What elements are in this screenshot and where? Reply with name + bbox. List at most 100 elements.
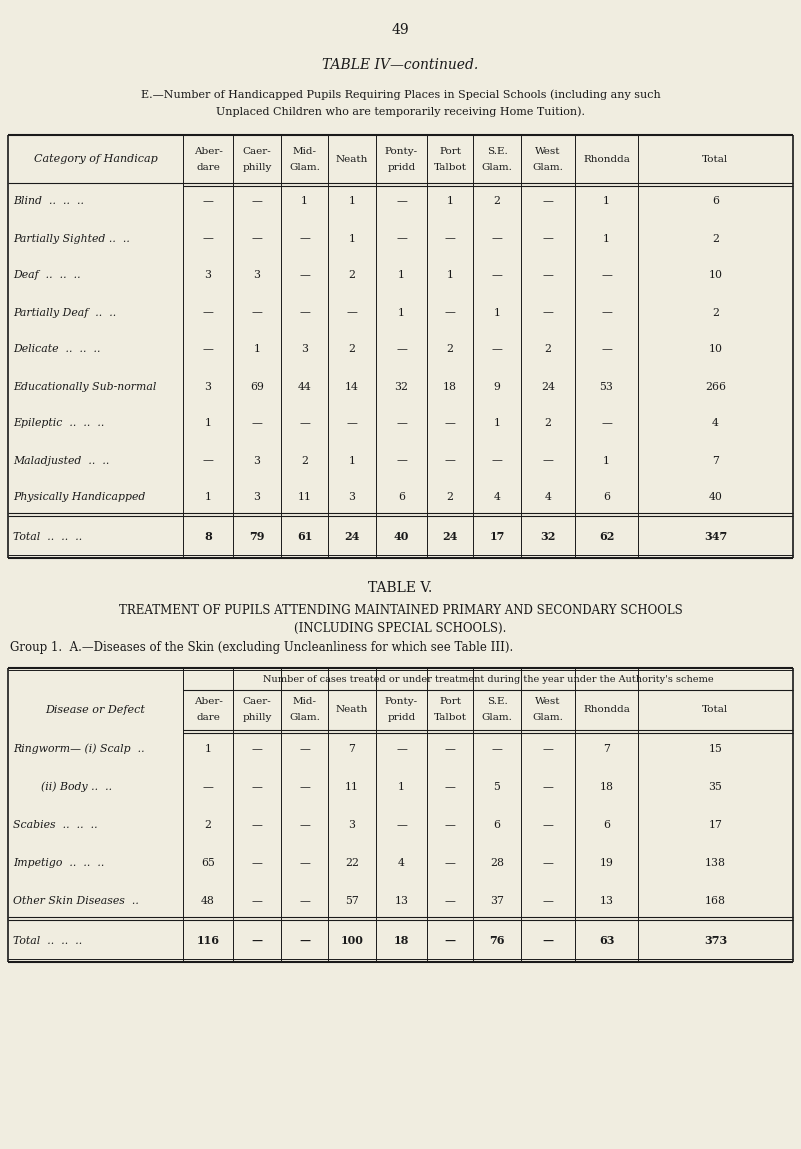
Text: Deaf  ..  ..  ..: Deaf .. .. .. — [13, 270, 81, 280]
Text: —: — — [445, 782, 456, 792]
Text: Blind  ..  ..  ..: Blind .. .. .. — [13, 196, 84, 207]
Text: 1: 1 — [493, 308, 501, 317]
Text: 18: 18 — [394, 935, 409, 947]
Text: 4: 4 — [545, 493, 551, 502]
Text: —: — — [542, 820, 553, 830]
Text: 6: 6 — [398, 493, 405, 502]
Text: 347: 347 — [704, 532, 727, 542]
Text: 3: 3 — [253, 455, 260, 465]
Text: 6: 6 — [712, 196, 719, 207]
Text: 13: 13 — [395, 896, 409, 907]
Text: 1: 1 — [603, 455, 610, 465]
Text: Glam.: Glam. — [289, 714, 320, 723]
Text: —: — — [252, 896, 263, 907]
Text: —: — — [299, 418, 310, 429]
Text: Ringworm— (i) Scalp  ..: Ringworm— (i) Scalp .. — [13, 743, 145, 754]
Text: 2: 2 — [446, 345, 453, 355]
Text: —: — — [445, 858, 456, 867]
Text: 1: 1 — [603, 233, 610, 244]
Text: —: — — [445, 418, 456, 429]
Text: Neath: Neath — [336, 705, 368, 715]
Text: Glam.: Glam. — [481, 162, 513, 171]
Text: 5: 5 — [493, 782, 501, 792]
Text: 1: 1 — [204, 418, 211, 429]
Text: 8: 8 — [204, 532, 212, 542]
Text: Mid-: Mid- — [292, 697, 316, 707]
Text: —: — — [203, 308, 213, 317]
Text: 4: 4 — [398, 858, 405, 867]
Text: Mid-: Mid- — [292, 147, 316, 155]
Text: —: — — [492, 233, 502, 244]
Text: —: — — [299, 858, 310, 867]
Text: —: — — [445, 233, 456, 244]
Text: 9: 9 — [493, 381, 501, 392]
Text: —: — — [203, 233, 213, 244]
Text: —: — — [299, 935, 310, 947]
Text: —: — — [396, 418, 407, 429]
Text: Disease or Defect: Disease or Defect — [46, 705, 146, 715]
Text: 49: 49 — [392, 23, 409, 37]
Text: 15: 15 — [709, 745, 723, 754]
Text: —: — — [396, 820, 407, 830]
Text: —: — — [542, 896, 553, 907]
Text: 22: 22 — [345, 858, 359, 867]
Text: —: — — [445, 455, 456, 465]
Text: 3: 3 — [253, 270, 260, 280]
Text: —: — — [252, 233, 263, 244]
Text: 116: 116 — [196, 935, 219, 947]
Text: —: — — [347, 418, 357, 429]
Text: 11: 11 — [297, 493, 312, 502]
Text: 40: 40 — [709, 493, 723, 502]
Text: 1: 1 — [204, 745, 211, 754]
Text: —: — — [252, 308, 263, 317]
Text: 2: 2 — [493, 196, 501, 207]
Text: 17: 17 — [489, 532, 505, 542]
Text: pridd: pridd — [388, 162, 416, 171]
Text: 11: 11 — [345, 782, 359, 792]
Text: —: — — [203, 455, 213, 465]
Text: 1: 1 — [348, 196, 356, 207]
Text: 2: 2 — [348, 270, 356, 280]
Text: —: — — [445, 745, 456, 754]
Text: Category of Handicap: Category of Handicap — [34, 154, 157, 164]
Text: Scabies  ..  ..  ..: Scabies .. .. .. — [13, 820, 98, 830]
Text: —: — — [445, 935, 456, 947]
Text: 18: 18 — [443, 381, 457, 392]
Text: 10: 10 — [709, 270, 723, 280]
Text: Port: Port — [439, 697, 461, 707]
Text: philly: philly — [243, 714, 272, 723]
Text: —: — — [601, 345, 612, 355]
Text: 2: 2 — [204, 820, 211, 830]
Text: —: — — [396, 455, 407, 465]
Text: 35: 35 — [709, 782, 723, 792]
Text: Aber-: Aber- — [194, 697, 223, 707]
Text: 13: 13 — [599, 896, 614, 907]
Text: 44: 44 — [298, 381, 312, 392]
Text: —: — — [299, 820, 310, 830]
Text: 57: 57 — [345, 896, 359, 907]
Text: 76: 76 — [489, 935, 505, 947]
Text: —: — — [492, 345, 502, 355]
Text: 2: 2 — [545, 345, 552, 355]
Text: 24: 24 — [541, 381, 555, 392]
Text: Number of cases treated or under treatment during the year under the Authority's: Number of cases treated or under treatme… — [263, 674, 714, 684]
Text: 1: 1 — [398, 308, 405, 317]
Text: —: — — [299, 270, 310, 280]
Text: 24: 24 — [344, 532, 360, 542]
Text: 7: 7 — [603, 745, 610, 754]
Text: S.E.: S.E. — [487, 147, 507, 155]
Text: Caer-: Caer- — [243, 147, 272, 155]
Text: —: — — [542, 196, 553, 207]
Text: 3: 3 — [301, 345, 308, 355]
Text: 2: 2 — [712, 233, 719, 244]
Text: 48: 48 — [201, 896, 215, 907]
Text: 1: 1 — [204, 493, 211, 502]
Text: —: — — [542, 935, 553, 947]
Text: 7: 7 — [712, 455, 719, 465]
Text: —: — — [492, 745, 502, 754]
Text: Caer-: Caer- — [243, 697, 272, 707]
Text: dare: dare — [196, 714, 220, 723]
Text: 14: 14 — [345, 381, 359, 392]
Text: 1: 1 — [253, 345, 260, 355]
Text: —: — — [492, 270, 502, 280]
